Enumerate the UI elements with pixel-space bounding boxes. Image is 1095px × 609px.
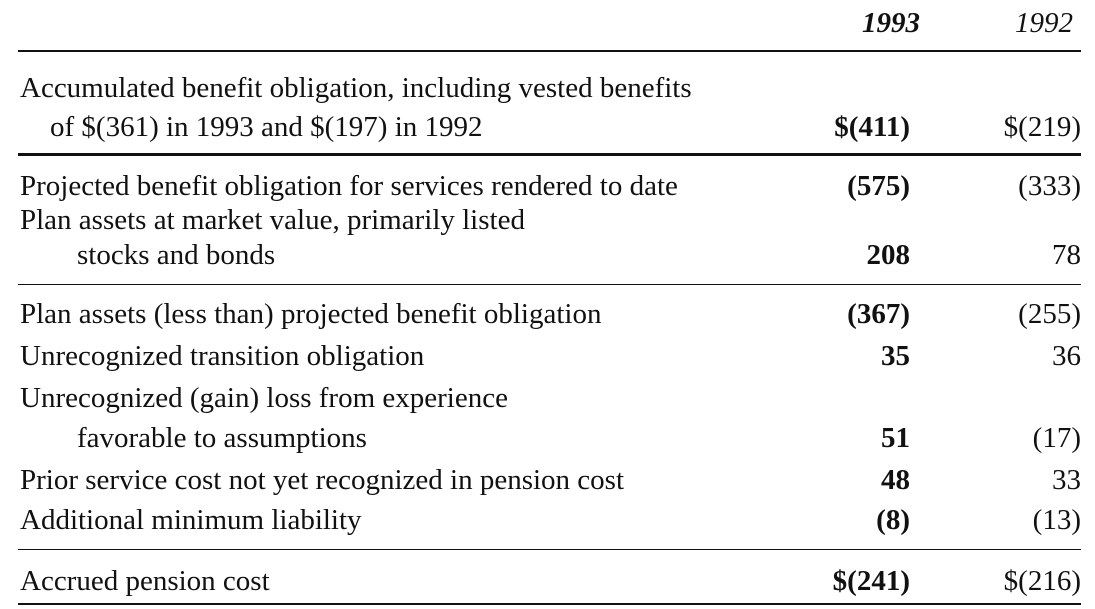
value-1993: 208 [866, 239, 911, 271]
column-header-1993: 1993 [862, 7, 920, 39]
value-1992: 33 [1052, 464, 1081, 496]
value-1993: $(411) [834, 111, 910, 143]
section-rule [18, 549, 1081, 550]
column-header-1992: 1992 [1015, 7, 1073, 39]
value-1993: $(241) [832, 565, 910, 597]
value-1993: (575) [847, 170, 910, 202]
value-1992: 78 [1052, 239, 1081, 271]
row-label: Prior service cost not yet recognized in… [20, 464, 625, 496]
row-label: Projected benefit obligation for service… [20, 170, 678, 202]
row-label: Plan assets (less than) projected benefi… [20, 298, 602, 330]
row-label-continuation: favorable to assumptions [77, 422, 367, 454]
section-rule [18, 284, 1081, 285]
value-1993: 35 [881, 340, 910, 372]
header-rule [18, 50, 1081, 52]
value-1992: 36 [1052, 340, 1081, 372]
value-1992: (333) [1018, 170, 1081, 202]
row-label: Accumulated benefit obligation, includin… [20, 72, 692, 104]
value-1992: $(219) [1003, 111, 1081, 143]
value-1993: 48 [881, 464, 910, 496]
row-label-continuation: of $(361) in 1993 and $(197) in 1992 [50, 111, 483, 143]
value-1992: $(216) [1003, 565, 1081, 597]
value-1993: 51 [881, 422, 910, 454]
row-label: Unrecognized transition obligation [20, 340, 425, 372]
row-label-continuation: stocks and bonds [77, 239, 276, 271]
row-label: Additional minimum liability [20, 504, 362, 536]
value-1993: (8) [876, 504, 910, 536]
bottom-rule [18, 603, 1081, 605]
value-1993: (367) [847, 298, 910, 330]
value-1992: (13) [1032, 504, 1081, 536]
row-label: Unrecognized (gain) loss from experience [20, 382, 508, 414]
section-rule [18, 153, 1081, 156]
value-1992: (17) [1032, 422, 1081, 454]
row-label: Plan assets at market value, primarily l… [20, 204, 525, 236]
value-1992: (255) [1018, 298, 1081, 330]
row-label: Accrued pension cost [20, 565, 270, 597]
